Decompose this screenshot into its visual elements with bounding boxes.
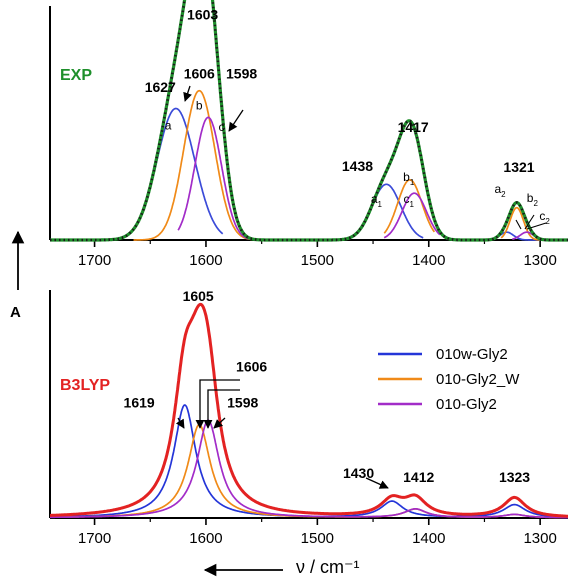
top-curves — [49, 0, 569, 242]
arrow-1606-purple — [203, 389, 240, 429]
x-tick-label: 1300 — [523, 530, 556, 547]
series-a — [132, 107, 224, 235]
x-tick-label: 1700 — [78, 252, 111, 269]
component-letter: b — [403, 170, 410, 184]
peak-label-1603: 1603 — [187, 6, 218, 22]
component-letter: c — [219, 120, 225, 134]
component-letter: c — [539, 209, 545, 223]
peak-label-1321: 1321 — [503, 159, 534, 175]
legend-label: 010w-Gly2 — [436, 346, 508, 363]
x-tick-label: 1600 — [189, 252, 222, 269]
series-c — [177, 116, 251, 241]
component-letter: a — [494, 182, 501, 196]
pointer-b2 — [524, 214, 535, 230]
exp-panel-label: EXP — [60, 67, 92, 84]
x-tick-label: 1300 — [523, 252, 556, 269]
x-tick-label: 1400 — [412, 530, 445, 547]
component-label-c: c — [219, 120, 225, 134]
bottom-panel: 1700 1600 1500 1400 1300 1605 1606 1619 1598 143… — [49, 288, 569, 547]
top-x-ticks: 1700 1600 1500 1400 1300 — [78, 240, 557, 269]
component-label-b: b — [196, 99, 203, 113]
legend-label: 010-Gly2 — [436, 396, 497, 413]
arrow-1598 — [228, 109, 244, 132]
peak-label-1430: 1430 — [343, 465, 374, 481]
arrow-1598 — [213, 417, 226, 429]
series-fit — [49, 0, 569, 242]
peak-label-1627: 1627 — [145, 79, 176, 95]
peak-label-1598: 1598 — [226, 65, 257, 81]
series-010w-gly2 — [49, 404, 569, 518]
series-b2 — [500, 206, 541, 241]
component-subscript: 1 — [410, 178, 415, 187]
series-exp — [49, 0, 569, 242]
legend: 010w-Gly2 010-Gly2_W 010-Gly2 — [378, 346, 520, 413]
component-letter: a — [371, 192, 378, 206]
peak-label-1417: 1417 — [398, 119, 429, 135]
component-label-b2: b2 — [527, 191, 539, 208]
series-c1 — [383, 192, 441, 239]
peak-label-1606: 1606 — [236, 358, 267, 374]
component-subscript: 2 — [545, 217, 550, 226]
component-subscript: 1 — [409, 200, 414, 209]
series-010-gly2 — [49, 419, 569, 519]
peak-label-1412: 1412 — [403, 469, 434, 485]
top-panel: 1700 1600 1500 1400 1300 1603 1627 1606 1598 141… — [49, 0, 569, 269]
series-b1 — [383, 178, 436, 234]
x-tick-label: 1700 — [78, 530, 111, 547]
component-letter: b — [527, 191, 534, 205]
component-label-a: a — [165, 119, 172, 133]
peak-label-1605: 1605 — [183, 288, 214, 304]
component-label-a1: a1 — [371, 192, 383, 209]
bottom-curves — [49, 302, 569, 519]
component-label-b1: b1 — [403, 170, 415, 187]
series-b — [133, 89, 257, 241]
x-tick-label: 1400 — [412, 252, 445, 269]
series-010-gly2-w — [49, 423, 569, 519]
y-axis-label-group: A — [10, 230, 25, 321]
legend-label: 010-Gly2_W — [436, 371, 520, 388]
component-letter: c — [403, 192, 409, 206]
x-tick-label: 1500 — [301, 530, 334, 547]
pointer-c2 — [526, 222, 547, 230]
peak-label-1438: 1438 — [342, 158, 373, 174]
component-subscript: 2 — [501, 190, 506, 199]
x-axis-label-group: ν / cm⁻¹ — [203, 557, 360, 577]
x-tick-label: 1600 — [189, 530, 222, 547]
peak-label-1598: 1598 — [227, 394, 258, 410]
component-label-c1: c1 — [403, 192, 414, 209]
component-subscript: 2 — [533, 199, 538, 208]
y-axis-label: A — [10, 304, 21, 321]
component-label-a2: a2 — [494, 182, 506, 199]
arrow-1627 — [183, 85, 192, 102]
arrow-1606-orange — [195, 379, 240, 429]
bottom-x-ticks: 1700 1600 1500 1400 1300 — [78, 518, 557, 547]
arrow-1619 — [175, 417, 185, 429]
component-subscript: 1 — [378, 200, 383, 209]
x-axis-label: ν / cm⁻¹ — [296, 557, 360, 577]
component-label-c2: c2 — [539, 209, 550, 226]
b3lyp-panel-label: B3LYP — [60, 377, 110, 394]
bottom-annotations: 1605 1606 1619 1598 1430 1412 1323 — [124, 288, 530, 489]
component-letter: a — [165, 119, 172, 133]
peak-label-1323: 1323 — [499, 469, 530, 485]
series-sum — [49, 302, 569, 518]
component-letter: b — [196, 99, 203, 113]
x-tick-label: 1500 — [301, 252, 334, 269]
peak-label-1606: 1606 — [184, 65, 215, 81]
peak-label-1619: 1619 — [124, 394, 155, 410]
pointer-a2 — [515, 219, 522, 230]
arrow-1430 — [365, 477, 389, 489]
